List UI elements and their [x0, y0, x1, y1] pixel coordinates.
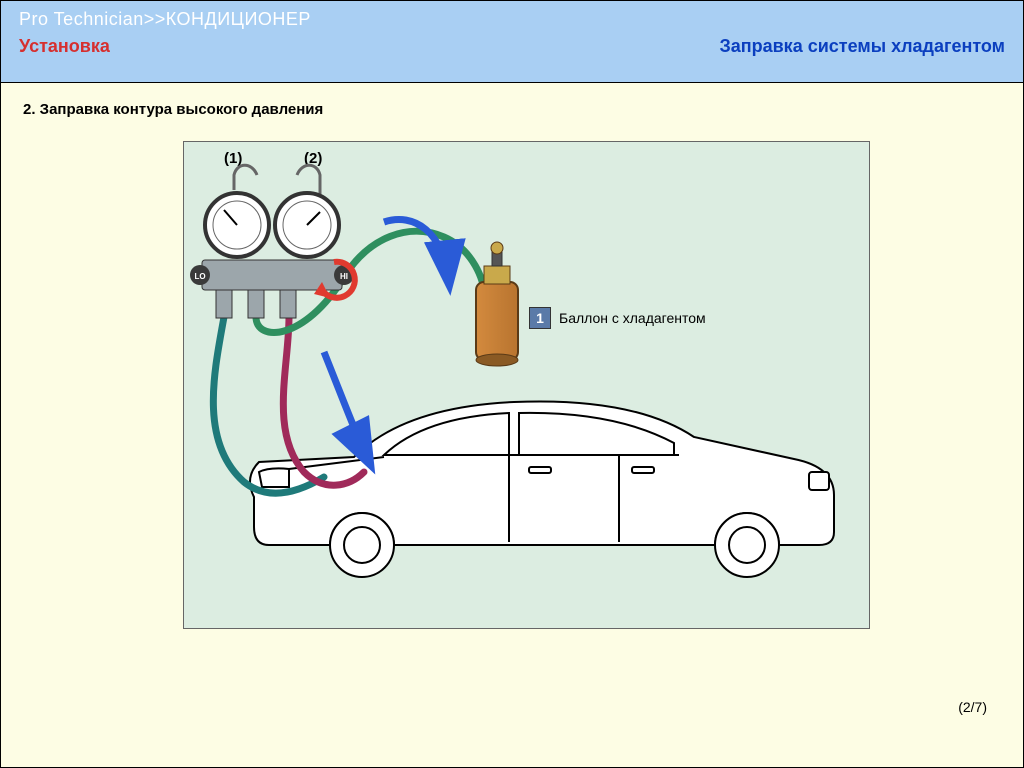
content-area: 2. Заправка контура высокого давления (1…: [1, 83, 1023, 767]
header-bar: Pro Technician>>КОНДИЦИОНЕР Установка За…: [1, 1, 1023, 83]
svg-text:LO: LO: [194, 272, 205, 281]
legend-text: Баллон с хладагентом: [559, 310, 706, 326]
page: Pro Technician>>КОНДИЦИОНЕР Установка За…: [0, 0, 1024, 768]
gauge-manifold: LO HI: [190, 165, 355, 318]
diagram-panel: (1) (2): [183, 141, 870, 629]
svg-text:HI: HI: [340, 272, 348, 281]
section-title: Установка: [19, 36, 110, 57]
page-number: (2/7): [958, 699, 987, 715]
diagram-svg: LO HI: [184, 142, 871, 630]
legend-number-badge: 1: [529, 307, 551, 329]
item-title: 2. Заправка контура высокого давления: [23, 101, 1001, 118]
car-outline: [250, 401, 834, 577]
refrigerant-tank-icon: [476, 242, 518, 366]
flow-arrow-2: [324, 352, 369, 462]
title-row: Установка Заправка системы хладагентом: [19, 36, 1005, 57]
legend-item-1: 1 Баллон с хладагентом: [529, 307, 706, 329]
subsection-title: Заправка системы хладагентом: [719, 36, 1005, 57]
breadcrumb: Pro Technician>>КОНДИЦИОНЕР: [19, 9, 1005, 30]
